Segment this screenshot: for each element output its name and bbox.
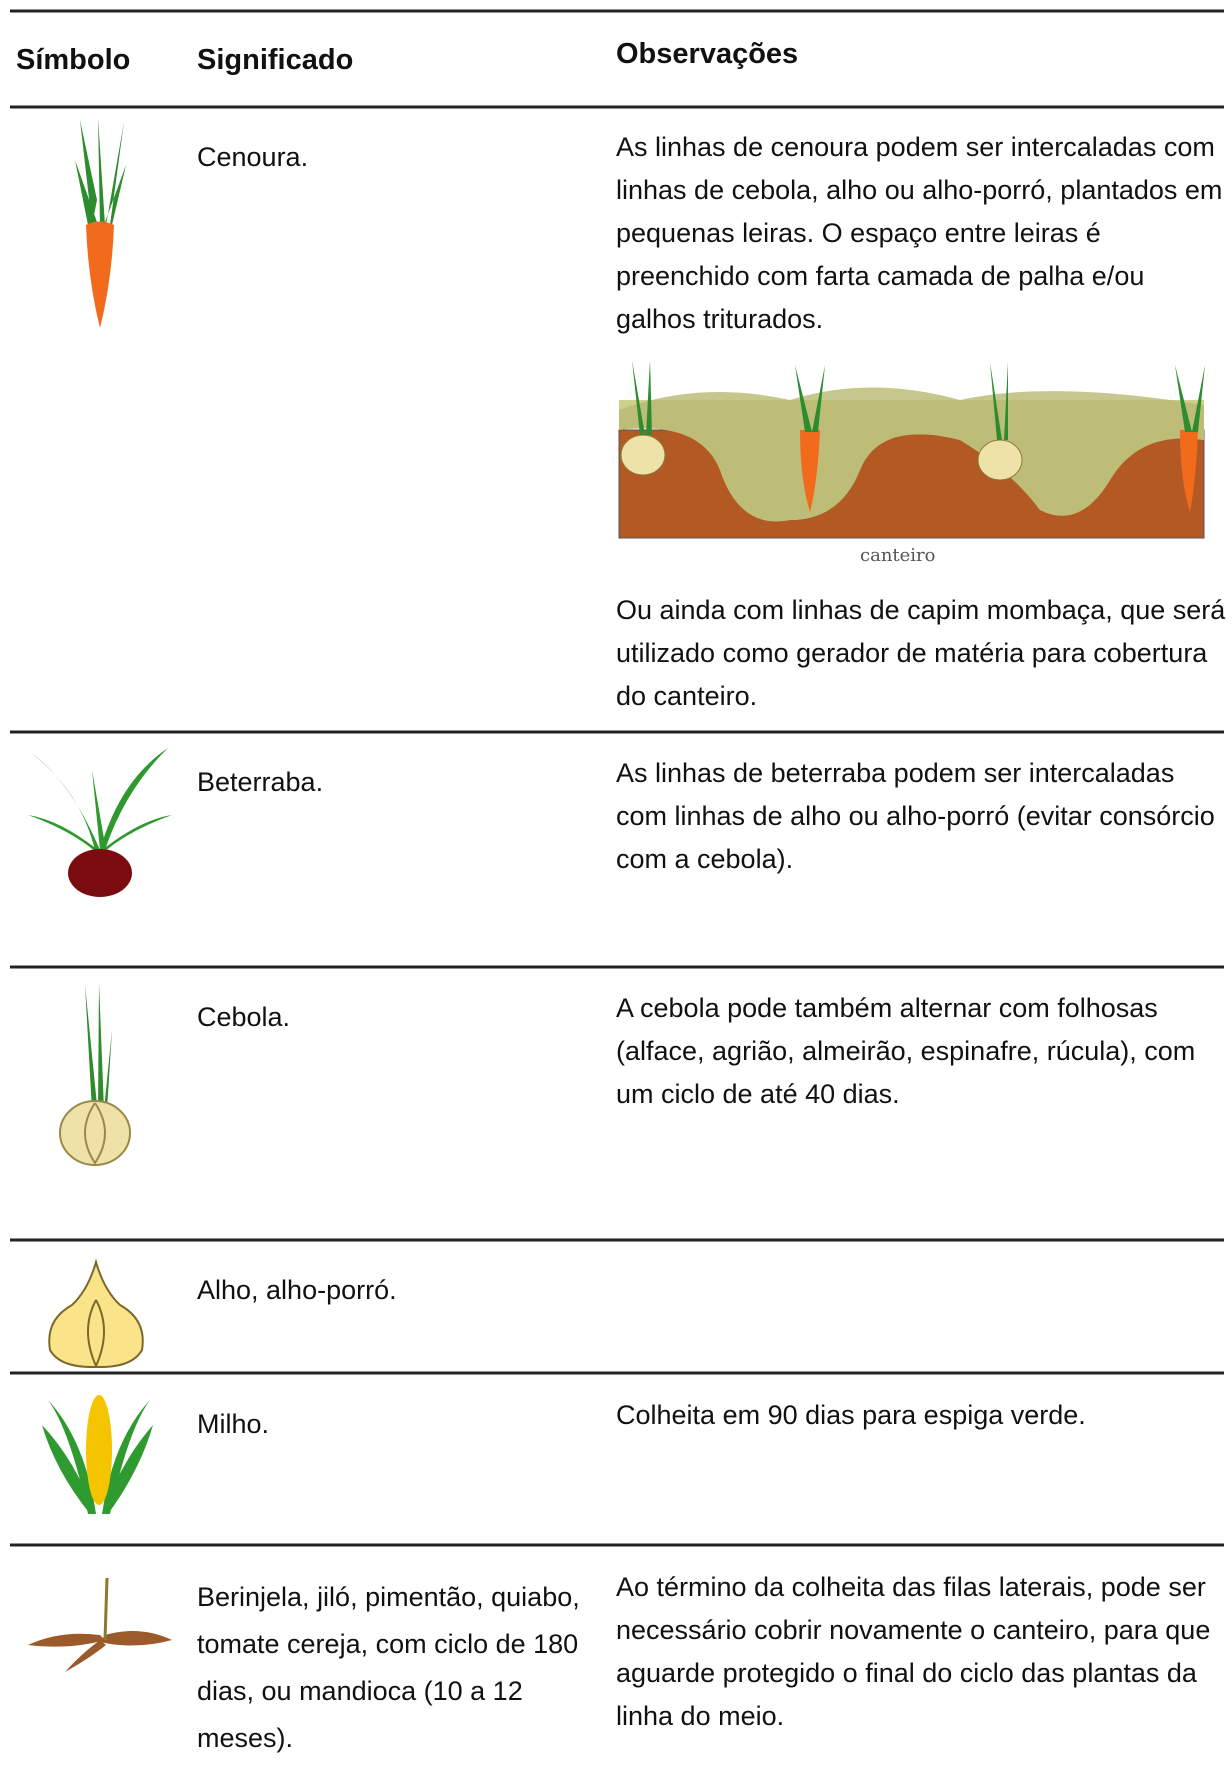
meaning: Cenoura. (197, 142, 309, 172)
onion-icon (59, 983, 131, 1166)
header-cell: Observações (616, 38, 799, 70)
garlic-icon (48, 1258, 144, 1369)
corn-icon (42, 1395, 153, 1514)
row-dividers (10, 9, 1224, 1547)
beet-icon (28, 748, 172, 897)
header-cell: Símbolo (16, 44, 131, 76)
note: As linhas de cenoura podem ser intercala… (616, 132, 1223, 334)
bed-diagram (618, 360, 1205, 539)
note: Ou ainda com linhas de capim mombaça, qu… (616, 595, 1226, 711)
header-cell: Significado (197, 44, 354, 76)
meaning: Cebola. (197, 1002, 291, 1032)
meaning: Berinjela, jiló, pimentão, quiabo, tomat… (197, 1582, 580, 1753)
meaning: Beterraba. (197, 767, 324, 797)
note: A cebola pode também alternar com folhos… (616, 993, 1196, 1109)
meaning: Milho. (197, 1409, 270, 1439)
carrot-icon (75, 118, 126, 328)
note: As linhas de beterraba podem ser interca… (616, 758, 1215, 874)
fruit-icon (28, 1577, 172, 1672)
note: Colheita em 90 dias para espiga verde. (616, 1400, 1086, 1430)
figure-caption: canteiro (860, 545, 936, 566)
note: Ao término da colheita das filas laterai… (616, 1572, 1211, 1731)
meaning: Alho, alho-porró. (197, 1275, 397, 1305)
